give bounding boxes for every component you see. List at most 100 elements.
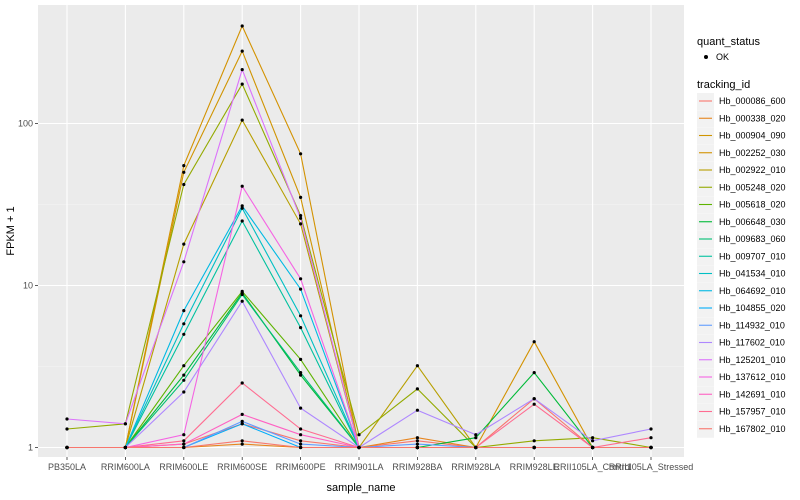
data-point-Hb_064692_010-4 [299, 287, 303, 291]
data-point-Hb_117602_010-7 [474, 433, 478, 437]
y-tick-label-2: 100 [18, 119, 33, 129]
x-tick-label-2: RRIM600LE [159, 462, 208, 472]
data-point-Hb_167802_010-6 [415, 445, 419, 450]
data-point-Hb_009707_010-2 [182, 332, 186, 336]
data-point-Hb_041534_010-4 [299, 314, 303, 318]
data-point-Hb_114932_010-3 [240, 419, 244, 423]
data-point-Hb_041534_010-3 [240, 206, 244, 210]
legend-label-Hb_005618_020: Hb_005618_020 [719, 200, 786, 210]
data-point-Hb_142691_010-2 [182, 442, 186, 446]
data-point-Hb_157957_010-2 [182, 439, 186, 443]
plot-panel [38, 5, 684, 457]
data-point-Hb_167802_010-9 [591, 445, 595, 450]
data-point-Hb_117602_010-3 [240, 299, 244, 303]
data-point-Hb_137612_010-3 [240, 184, 244, 188]
data-point-Hb_167802_010-1 [123, 445, 127, 450]
data-point-Hb_000338_020-6 [415, 436, 419, 440]
data-point-Hb_114932_010-4 [299, 442, 303, 446]
legend-label-Hb_157957_010: Hb_157957_010 [719, 407, 786, 417]
data-point-Hb_005248_020-6 [415, 387, 419, 391]
legend-quant-status-title: quant_status [697, 36, 760, 48]
x-tick-label-5: RRIM901LA [334, 462, 383, 472]
y-axis: 1 10 100 [18, 119, 38, 453]
data-point-Hb_009683_060-2 [182, 378, 186, 382]
data-point-Hb_005618_020-4 [299, 357, 303, 361]
data-point-Hb_000904_090-4 [299, 195, 303, 199]
x-tick-label-4: RRIM600PE [276, 462, 326, 472]
x-tick-label-3: RRIM600SE [217, 462, 267, 472]
legend: quant_status OK tracking_id Hb_000086_60… [697, 36, 786, 438]
data-point-Hb_167802_010-3 [240, 439, 244, 443]
y-tick-label-0: 1 [28, 443, 33, 453]
legend-label-Hb_002252_030: Hb_002252_030 [719, 148, 786, 158]
x-tick-label-1: RRIM600LA [101, 462, 150, 472]
data-point-Hb_125201_010-1 [123, 422, 127, 426]
legend-label-Hb_104855_020: Hb_104855_020 [719, 303, 786, 313]
legend-label-Hb_117602_010: Hb_117602_010 [719, 338, 785, 348]
data-point-Hb_125201_010-4 [299, 216, 303, 220]
data-point-Hb_064692_010-3 [240, 204, 244, 208]
data-point-Hb_167802_010-0 [65, 445, 69, 450]
legend-label-Hb_009707_010: Hb_009707_010 [719, 251, 786, 261]
legend-label-Hb_000338_020: Hb_000338_020 [719, 113, 786, 123]
data-point-Hb_005618_020-2 [182, 364, 186, 368]
legend-label-Hb_064692_010: Hb_064692_010 [719, 286, 786, 296]
data-point-Hb_006648_030-4 [299, 373, 303, 377]
x-axis-title: sample_name [326, 482, 395, 494]
data-point-Hb_009707_010-4 [299, 326, 303, 330]
legend-label-Hb_000086_600: Hb_000086_600 [719, 96, 786, 106]
data-point-Hb_167802_010-8 [532, 445, 536, 450]
data-point-Hb_167802_010-2 [182, 445, 186, 450]
legend-label-Hb_005248_020: Hb_005248_020 [719, 182, 786, 192]
data-point-Hb_167802_010-7 [474, 445, 478, 450]
data-point-Hb_125201_010-0 [65, 417, 69, 421]
data-point-Hb_117602_010-10 [649, 427, 653, 431]
x-axis: PB350LA RRIM600LA RRIM600LE RRIM600SE RRIM60… [48, 457, 693, 472]
data-point-Hb_002252_030-2 [182, 164, 186, 168]
data-point-Hb_000338_020-3 [240, 442, 244, 446]
legend-label-Hb_002922_010: Hb_002922_010 [719, 165, 786, 175]
data-point-Hb_000086_600-6 [415, 439, 419, 443]
data-point-Hb_167802_010-4 [299, 445, 303, 450]
data-points [65, 24, 653, 450]
y-tick-label-1: 10 [23, 281, 33, 291]
x-tick-label-9: RRII105LA_Control [554, 462, 632, 472]
x-tick-label-0: PB350LA [48, 462, 86, 472]
data-point-Hb_117602_010-4 [299, 406, 303, 410]
data-point-Hb_117602_010-8 [532, 397, 536, 401]
data-point-Hb_125201_010-3 [240, 68, 244, 72]
data-point-Hb_002252_030-4 [299, 152, 303, 156]
data-point-Hb_005248_020-9 [591, 436, 595, 440]
legend-ok-point [704, 55, 708, 59]
data-point-Hb_006648_030-8 [532, 371, 536, 375]
data-point-Hb_142691_010-4 [299, 433, 303, 437]
data-point-Hb_142691_010-3 [240, 412, 244, 416]
data-point-Hb_167802_010-5 [357, 445, 361, 450]
legend-label-Hb_009683_060: Hb_009683_060 [719, 234, 786, 244]
data-point-Hb_002922_010-4 [299, 222, 303, 226]
x-tick-label-7: RRIM928LA [451, 462, 500, 472]
data-point-Hb_000904_090-3 [240, 49, 244, 53]
data-point-Hb_006648_030-7 [474, 436, 478, 440]
data-point-Hb_104855_020-3 [240, 422, 244, 426]
data-point-Hb_137612_010-4 [299, 277, 303, 281]
data-point-Hb_125201_010-2 [182, 260, 186, 264]
legend-label-Hb_114932_010: Hb_114932_010 [719, 320, 785, 330]
data-point-Hb_009707_010-3 [240, 219, 244, 223]
data-point-Hb_000086_600-4 [299, 439, 303, 443]
x-tick-label-6: RRIM928BA [392, 462, 442, 472]
legend-label-Hb_006648_030: Hb_006648_030 [719, 217, 786, 227]
data-point-Hb_002252_030-3 [240, 24, 244, 28]
data-point-Hb_117602_010-9 [591, 439, 595, 443]
data-point-Hb_009683_060-4 [299, 371, 303, 375]
data-point-Hb_006648_030-2 [182, 373, 186, 377]
legend-label-Hb_041534_010: Hb_041534_010 [719, 269, 786, 279]
data-point-Hb_157957_010-4 [299, 427, 303, 431]
data-point-Hb_137612_010-2 [182, 433, 186, 437]
legend-label-Hb_142691_010: Hb_142691_010 [719, 389, 786, 399]
data-point-Hb_002922_010-2 [182, 242, 186, 246]
legend-tracking-id-title: tracking_id [697, 79, 750, 91]
data-point-Hb_064692_010-2 [182, 309, 186, 313]
data-point-Hb_041534_010-2 [182, 322, 186, 326]
